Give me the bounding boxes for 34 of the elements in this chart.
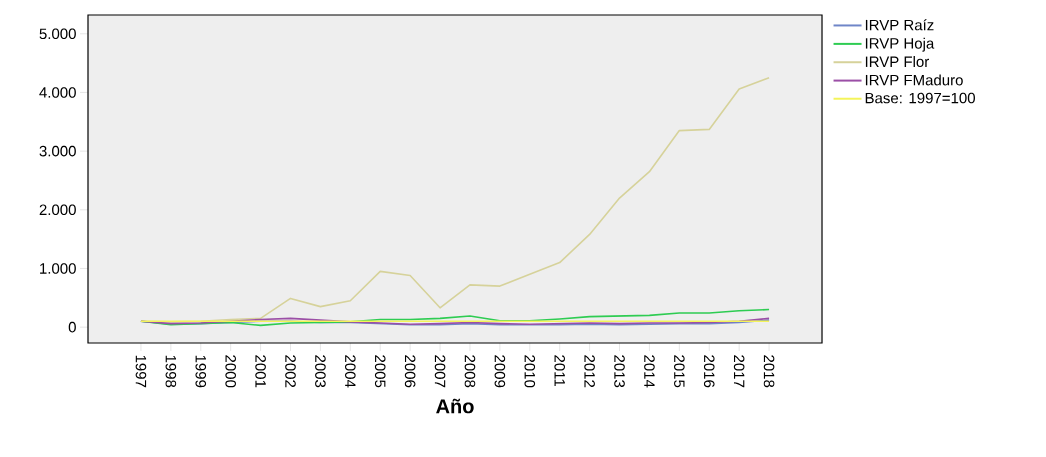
legend-label: IRVP Hoja [865, 37, 935, 52]
x-tick-label: 2000 [225, 355, 236, 388]
x-tick-label: 2004 [345, 355, 356, 388]
y-tick-label: 4.000 [39, 87, 76, 98]
x-tick-label: 2005 [374, 355, 386, 388]
y-tick-label: 5.000 [39, 28, 76, 40]
x-tick-label: 2002 [285, 355, 296, 388]
legend-label: IRVP FMaduro [865, 74, 963, 86]
x-tick-label: 2010 [524, 355, 536, 388]
y-tick-label: 0 [68, 321, 76, 333]
y-tick-label: 1.000 [40, 263, 76, 274]
x-tick-label: 1998 [165, 355, 177, 388]
x-tick-label: 2009 [494, 355, 506, 388]
x-tick-label: 2006 [404, 355, 416, 388]
legend-label: Base: 1997=100 [865, 92, 975, 104]
x-tick-label: 2001 [255, 355, 266, 388]
x-tick-label: 2003 [315, 355, 326, 388]
x-tick-label: 1997 [135, 355, 147, 388]
x-tick-label: 2013 [614, 355, 625, 388]
x-tick-label: 2017 [733, 355, 745, 388]
x-tick-label: 2012 [584, 355, 595, 388]
legend-label: IRVP Flor [865, 56, 930, 68]
x-tick-label: 2011 [554, 355, 565, 387]
y-tick-label: 2.000 [39, 204, 76, 216]
x-axis-title: Año [436, 398, 474, 414]
x-tick-label: 2014 [644, 355, 655, 388]
x-tick-label: 2015 [674, 355, 685, 388]
legend-label: IRVP Raíz [865, 19, 934, 31]
x-tick-label: 1999 [195, 355, 207, 388]
y-tick-label: 3.000 [39, 145, 76, 157]
x-tick-label: 2008 [464, 355, 476, 388]
x-tick-label: 2018 [763, 355, 775, 388]
x-tick-label: 2016 [703, 355, 715, 388]
x-tick-label: 2007 [434, 355, 446, 388]
